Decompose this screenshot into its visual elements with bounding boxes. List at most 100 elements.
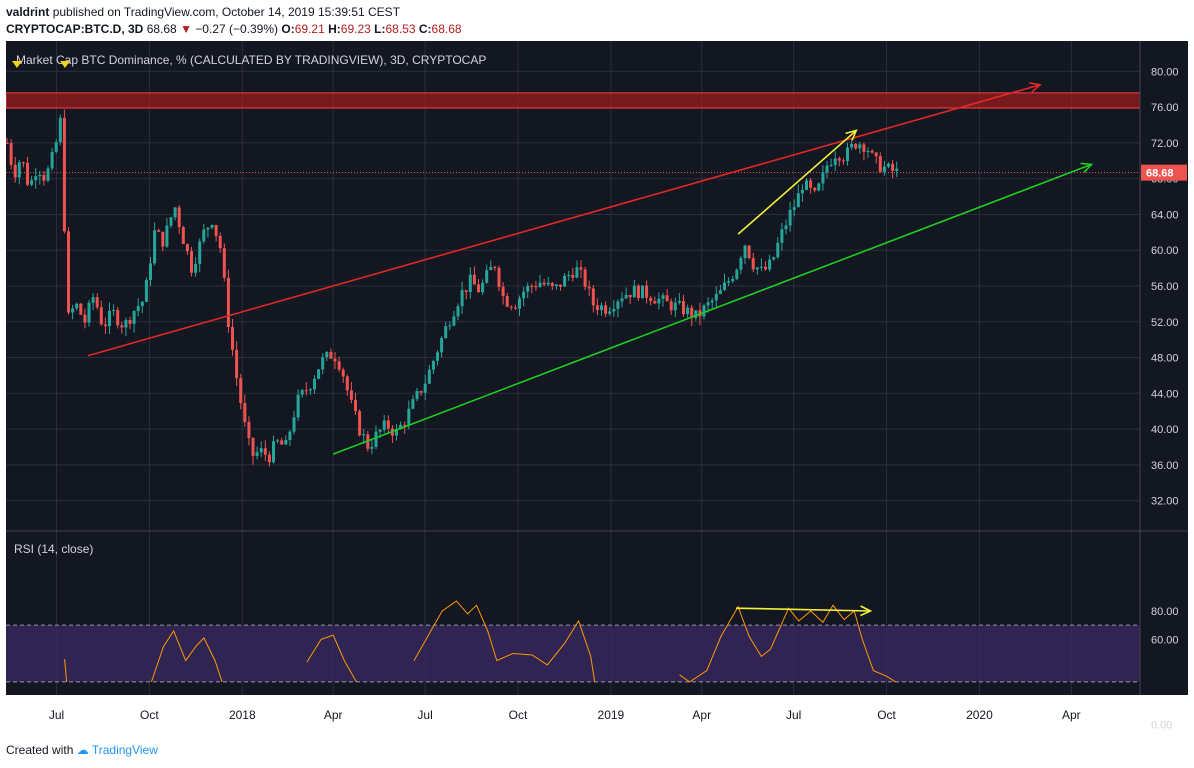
candle-body [34, 176, 38, 181]
candle-body [292, 417, 296, 432]
candle-body [661, 295, 665, 299]
chart-canvas[interactable]: 80.0076.0072.0068.0064.0060.0056.0052.00… [6, 41, 1188, 732]
trendline [87, 84, 1041, 357]
candle-body [71, 308, 75, 313]
open-key: O: [281, 22, 295, 36]
candle-body [542, 282, 546, 285]
created-with-text: Created with [6, 743, 74, 757]
candle-body [17, 162, 21, 178]
candle-body [616, 301, 620, 309]
candle-body [468, 274, 472, 292]
candle-body [198, 241, 202, 264]
trendline [332, 163, 1092, 455]
candle-body [46, 168, 50, 181]
candle-body [272, 441, 276, 463]
author-name[interactable]: valdrint [6, 5, 50, 19]
rsi-label: RSI (14, close) [14, 542, 93, 556]
arrow-head-icon [1029, 82, 1042, 93]
candle-body [210, 224, 214, 228]
candle-body [772, 257, 776, 260]
rsi-tick-label: 60.00 [1151, 634, 1179, 646]
candle-body [144, 280, 148, 302]
candle-body [784, 225, 788, 230]
candle-body [518, 298, 522, 309]
candle-body [595, 305, 599, 311]
candle-body [554, 284, 558, 287]
candle-body [526, 285, 530, 292]
candle-body [821, 172, 825, 184]
candle-body [817, 183, 821, 191]
candle-body [235, 349, 239, 379]
candle-body [226, 277, 230, 327]
candle-body [452, 316, 456, 326]
candle-body [6, 142, 9, 144]
candle-body [321, 357, 325, 370]
candle-body [26, 162, 30, 185]
resistance-box [6, 92, 1141, 109]
candle-body [255, 452, 259, 456]
low-value: 68.53 [385, 22, 416, 36]
open-value: 69.21 [294, 22, 325, 36]
candle-body [120, 325, 124, 328]
resistance-zone [6, 92, 1141, 174]
price-tick-label: 32.00 [1151, 496, 1179, 508]
candle-body [780, 229, 784, 243]
symbol-label: CRYPTOCAP:BTC.D, 3D [6, 22, 144, 36]
price-tick-label: 76.00 [1151, 102, 1179, 114]
last-price-text: 68.68 [1146, 168, 1174, 180]
candle-body [460, 290, 464, 307]
candle-body [632, 285, 636, 298]
chart-title: Market Cap BTC Dominance, % (CALCULATED … [16, 53, 486, 67]
candle-body [841, 160, 845, 162]
candle-body [571, 274, 575, 278]
price-tick-label: 56.00 [1151, 281, 1179, 293]
candle-body [768, 259, 772, 270]
candle-body [538, 282, 542, 287]
candle-body [534, 286, 538, 288]
candle-body [747, 245, 751, 259]
candle-body [448, 325, 452, 327]
candle-body [370, 446, 374, 449]
candle-body [485, 270, 489, 283]
high-key: H: [328, 22, 341, 36]
event-marker-icon[interactable] [12, 61, 22, 68]
candle-body [477, 284, 481, 293]
trendlines[interactable] [87, 82, 1094, 455]
candle-body [259, 448, 263, 453]
candle-body [345, 376, 349, 391]
publish-info: published on TradingView.com, October 14… [52, 5, 401, 19]
candle-body [846, 147, 850, 161]
candle-body [132, 311, 136, 324]
candle-body [108, 310, 112, 327]
candle-body [79, 303, 83, 315]
candle-body [222, 248, 226, 278]
candle-body [75, 303, 79, 309]
candle-body [464, 290, 468, 292]
candle-body [653, 301, 657, 304]
time-tick-label: Apr [324, 708, 343, 722]
candle-body [591, 288, 595, 306]
candle-body [124, 320, 128, 328]
candle-body [313, 378, 317, 390]
time-tick-label: Apr [692, 708, 711, 722]
candle-body [829, 164, 833, 166]
candle-body [649, 297, 653, 302]
candle-body [854, 143, 858, 149]
candle-body [583, 269, 587, 287]
candle-body [67, 231, 71, 313]
candle-body [169, 217, 173, 226]
candle-body [550, 282, 554, 287]
chart-header: valdrint published on TradingView.com, O… [6, 4, 1186, 40]
candle-body [493, 266, 497, 268]
tradingview-brand[interactable]: TradingView [91, 743, 158, 757]
candle-body [677, 300, 681, 303]
close-key: C: [418, 22, 432, 36]
candle-body [764, 266, 768, 270]
candle-body [870, 150, 874, 153]
event-marker-icon[interactable] [60, 61, 70, 68]
candle-body [308, 389, 312, 391]
candle-body [858, 144, 862, 149]
candle-body [411, 399, 415, 409]
candle-body [112, 309, 116, 311]
time-tick-label: Jul [417, 708, 432, 722]
